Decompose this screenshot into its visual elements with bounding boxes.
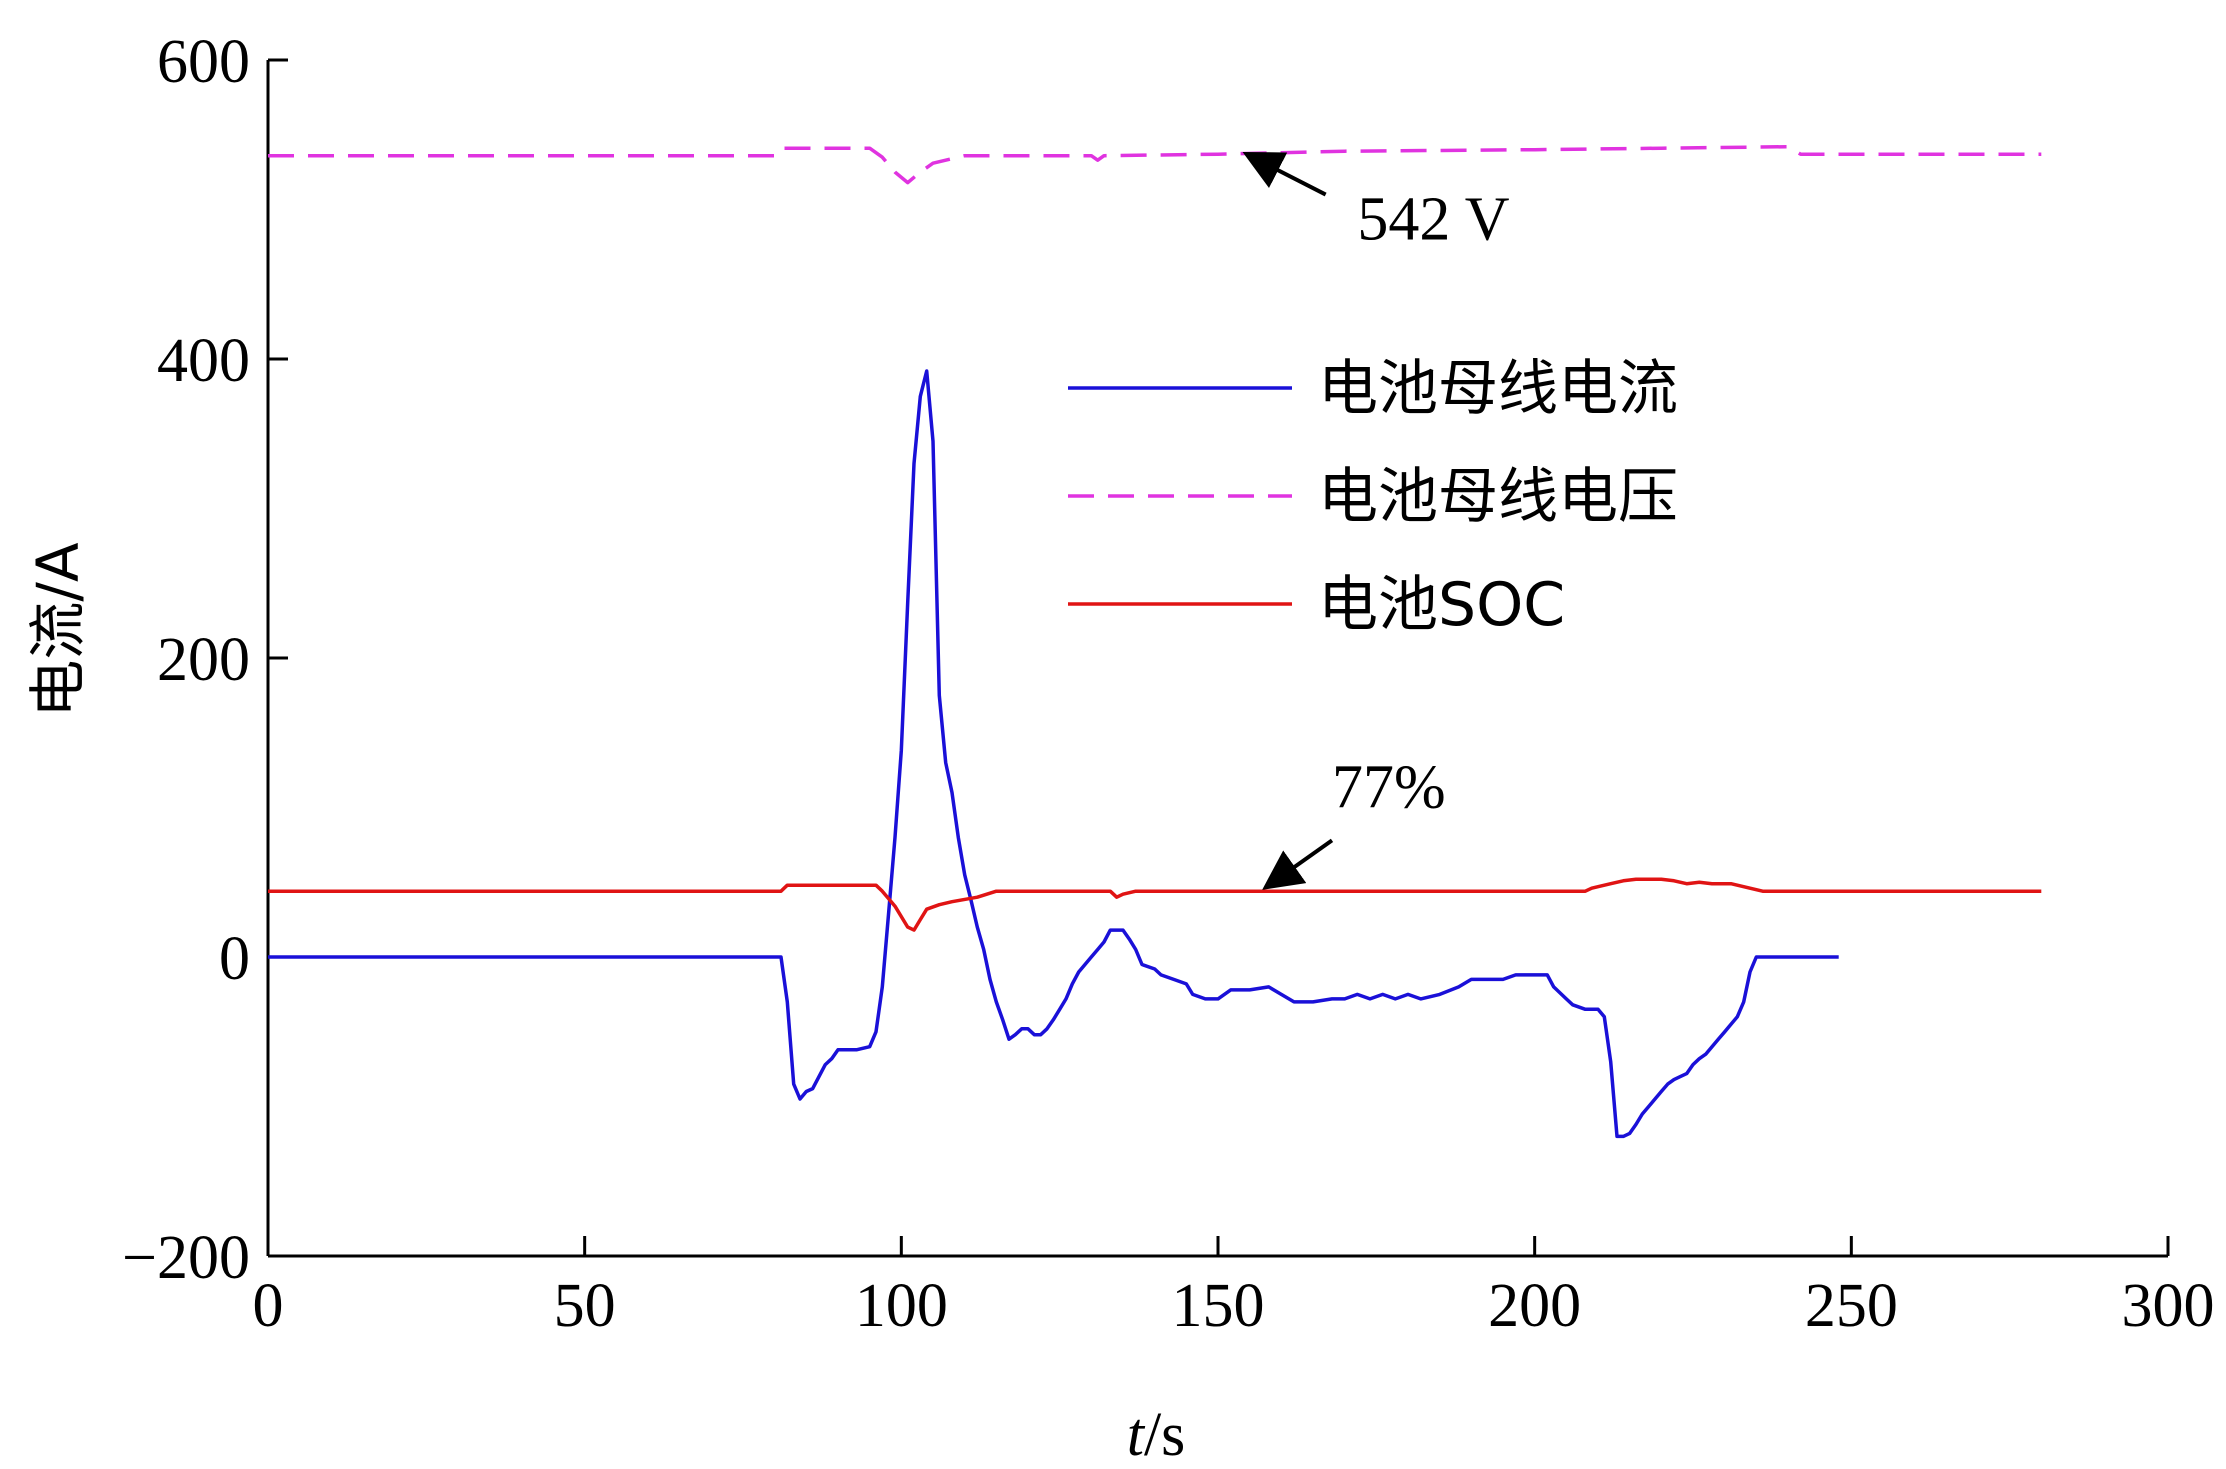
y-axis-label: 电流/A — [24, 542, 92, 718]
x-axis-label-unit: /s — [1144, 1401, 1185, 1469]
series-line-3 — [268, 877, 2042, 932]
x-axis-label-italic: t — [1127, 1401, 1146, 1469]
annotation-arrow — [1262, 838, 1334, 890]
annotations: 542 V 77% — [1242, 152, 1510, 890]
y-tick-label: 600 — [157, 28, 250, 96]
series-line-1 — [268, 369, 1839, 1139]
series-layer — [268, 144, 2042, 1139]
x-tick-label: 100 — [855, 1272, 948, 1340]
y-tick-label: 0 — [219, 925, 250, 993]
x-tick-label: 300 — [2122, 1272, 2215, 1340]
legend-label: 电池SOC — [1318, 570, 1565, 640]
y-tick-label: 200 — [157, 626, 250, 694]
legend-label: 电池母线电流 — [1318, 354, 1678, 424]
x-tick-label: 250 — [1805, 1272, 1898, 1340]
x-tick-label: 200 — [1488, 1272, 1581, 1340]
x-tick-label: 50 — [554, 1272, 616, 1340]
legend-label: 电池母线电压 — [1318, 462, 1678, 532]
annotation-label: 542 V — [1357, 185, 1509, 253]
x-axis-label: t/s — [1127, 1401, 1186, 1469]
x-tick-label: 0 — [253, 1272, 284, 1340]
y-tick-label: −200 — [122, 1224, 250, 1292]
y-tick-label: 400 — [157, 327, 250, 395]
annotation-label: 77% — [1332, 754, 1446, 822]
x-tick-label: 150 — [1172, 1272, 1265, 1340]
series-line-2 — [268, 144, 2042, 185]
annotation-arrow — [1242, 152, 1327, 197]
